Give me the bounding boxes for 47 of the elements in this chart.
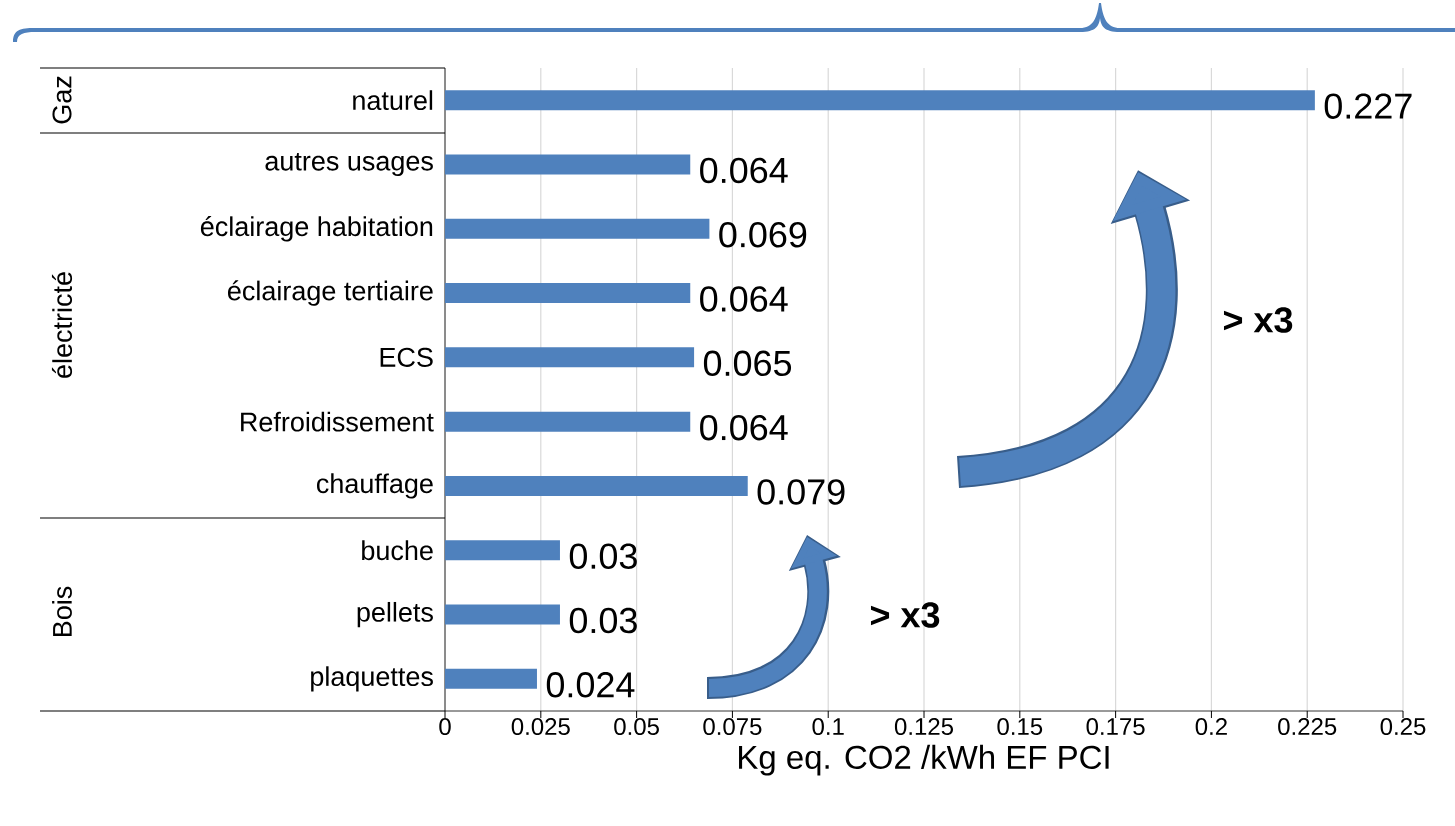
x-tick-label: 0.25 (1380, 718, 1426, 736)
data-label: 0.064 (700, 414, 788, 441)
text: Gaz (52, 76, 72, 124)
bar (445, 411, 691, 432)
bar (445, 283, 691, 304)
y-tick-label: ECS (380, 347, 433, 367)
y-tick-label: autres usages (265, 152, 433, 176)
x-tick-label: 0.1 (812, 718, 844, 736)
text: Bois (52, 586, 72, 637)
x-tick-label: 0.05 (614, 718, 659, 736)
y-tick-label: pellets (357, 601, 433, 628)
x-axis-title: Kg eq. CO2 /kWh EF PCI (739, 744, 1109, 776)
annotation: > x3 (1223, 307, 1293, 333)
data-label: 0.064 (700, 157, 788, 184)
x-tick-label: 0.025 (511, 718, 570, 736)
bar (445, 668, 537, 689)
x-tick-label: 0.15 (997, 718, 1043, 736)
x-tick-label: 0.075 (703, 718, 762, 736)
x-tick-label: 0.125 (894, 718, 954, 736)
y-tick-label: éclairage habitation (200, 216, 433, 242)
bar (445, 604, 560, 625)
bar (445, 154, 691, 175)
data-label: 0.064 (700, 286, 788, 312)
x-tick-label: 0.225 (1278, 718, 1337, 736)
data-label: 0.024 (546, 672, 635, 698)
y-tick-label: naturel (353, 90, 433, 111)
y-tick-label: buche (362, 540, 433, 561)
data-label: 0.069 (719, 221, 807, 248)
text: électricté (51, 272, 73, 378)
data-label: 0.227 (1324, 93, 1412, 119)
bar (445, 347, 695, 368)
data-label: 0.03 (569, 607, 637, 634)
y-tick-label: chauffage (316, 473, 433, 499)
bar (445, 90, 1315, 111)
x-tick-label: 0.2 (1195, 718, 1227, 736)
y-tick-label: éclairage tertiaire (228, 280, 433, 306)
data-label: 0.03 (569, 543, 637, 569)
x-tick-label: 0.175 (1086, 718, 1145, 736)
bar (445, 218, 710, 239)
bar (445, 540, 560, 561)
y-tick-label: plaquettes (311, 666, 433, 692)
annotation: > x3 (870, 602, 940, 628)
data-label: 0.065 (703, 350, 792, 377)
data-label: 0.079 (757, 479, 845, 505)
y-tick-label: Refroidissement (241, 411, 434, 432)
bar (445, 475, 748, 496)
x-tick-label: 0 (439, 718, 451, 736)
